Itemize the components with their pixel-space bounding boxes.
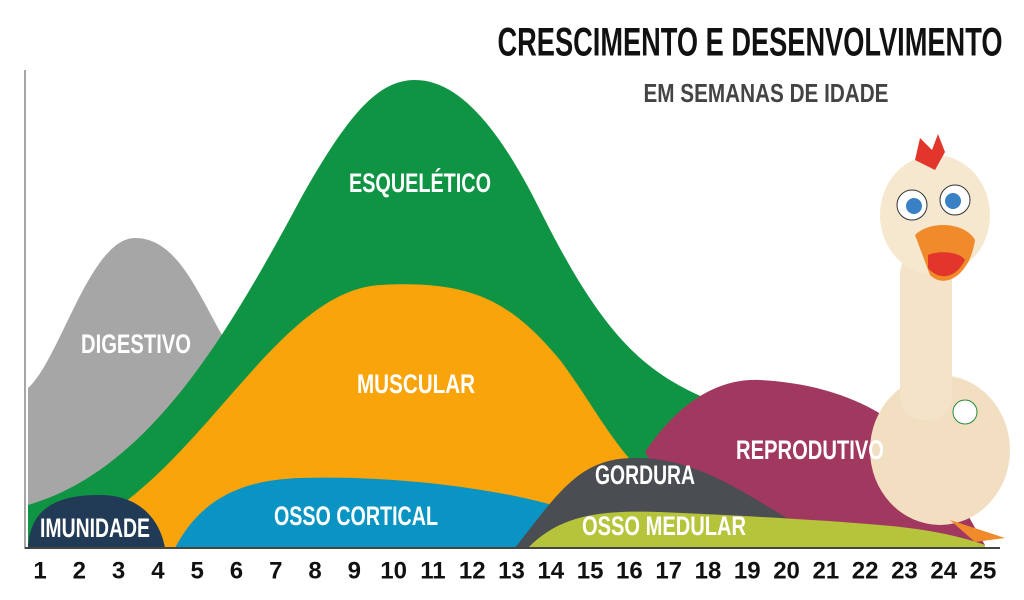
title: CRESCIMENTO E DESENVOLVIMENTO: [498, 21, 1003, 65]
x-tick-label: 12: [459, 557, 486, 584]
x-tick-label: 13: [498, 557, 525, 584]
x-tick-label: 17: [655, 557, 682, 584]
chicken: [870, 134, 1010, 542]
subtitle: EM SEMANAS DE IDADE: [644, 78, 889, 108]
x-tick-label: 7: [269, 557, 282, 584]
x-tick-label: 24: [930, 557, 957, 584]
x-axis-labels: 1 2 3 4 5 6 7 8 9 10 11 12 13 14 15 16 17 18 19 20 21 22 23 24 2…: [33, 557, 996, 584]
x-tick-label: 6: [230, 557, 243, 584]
x-tick-label: 14: [537, 557, 564, 584]
region-label: IMUNIDADE: [40, 513, 150, 543]
x-tick-label: 9: [348, 557, 361, 584]
region-label: ESQUELÉTICO: [349, 167, 491, 198]
region-label: MUSCULAR: [357, 369, 475, 399]
region-label: DIGESTIVO: [81, 329, 191, 359]
x-tick-label: 2: [73, 557, 86, 584]
x-tick-label: 20: [773, 557, 800, 584]
x-tick-label: 1: [33, 557, 46, 584]
region-label: GORDURA: [595, 460, 695, 490]
muscular-area: [125, 284, 640, 548]
region-label: OSSO CORTICAL: [274, 501, 438, 531]
x-tick-label: 25: [970, 557, 997, 584]
x-tick-label: 4: [151, 557, 165, 584]
region-label: REPRODUTIVO: [736, 435, 884, 465]
x-tick-label: 3: [112, 557, 125, 584]
x-tick-label: 23: [891, 557, 918, 584]
x-tick-label: 5: [190, 557, 203, 584]
x-tick-label: 19: [734, 557, 761, 584]
x-tick-label: 15: [577, 557, 604, 584]
x-tick-label: 21: [812, 557, 839, 584]
region-label: OSSO MEDULAR: [582, 511, 746, 541]
x-tick-label: 16: [616, 557, 643, 584]
x-tick-label: 11: [420, 557, 445, 584]
imunidade-area: [28, 495, 165, 548]
x-tick-label: 22: [852, 557, 879, 584]
osso-medular-area: [528, 511, 985, 548]
x-tick-label: 18: [695, 557, 722, 584]
x-tick-label: 8: [308, 557, 321, 584]
osso-cortical-area: [175, 477, 552, 548]
x-tick-label: 10: [380, 557, 407, 584]
